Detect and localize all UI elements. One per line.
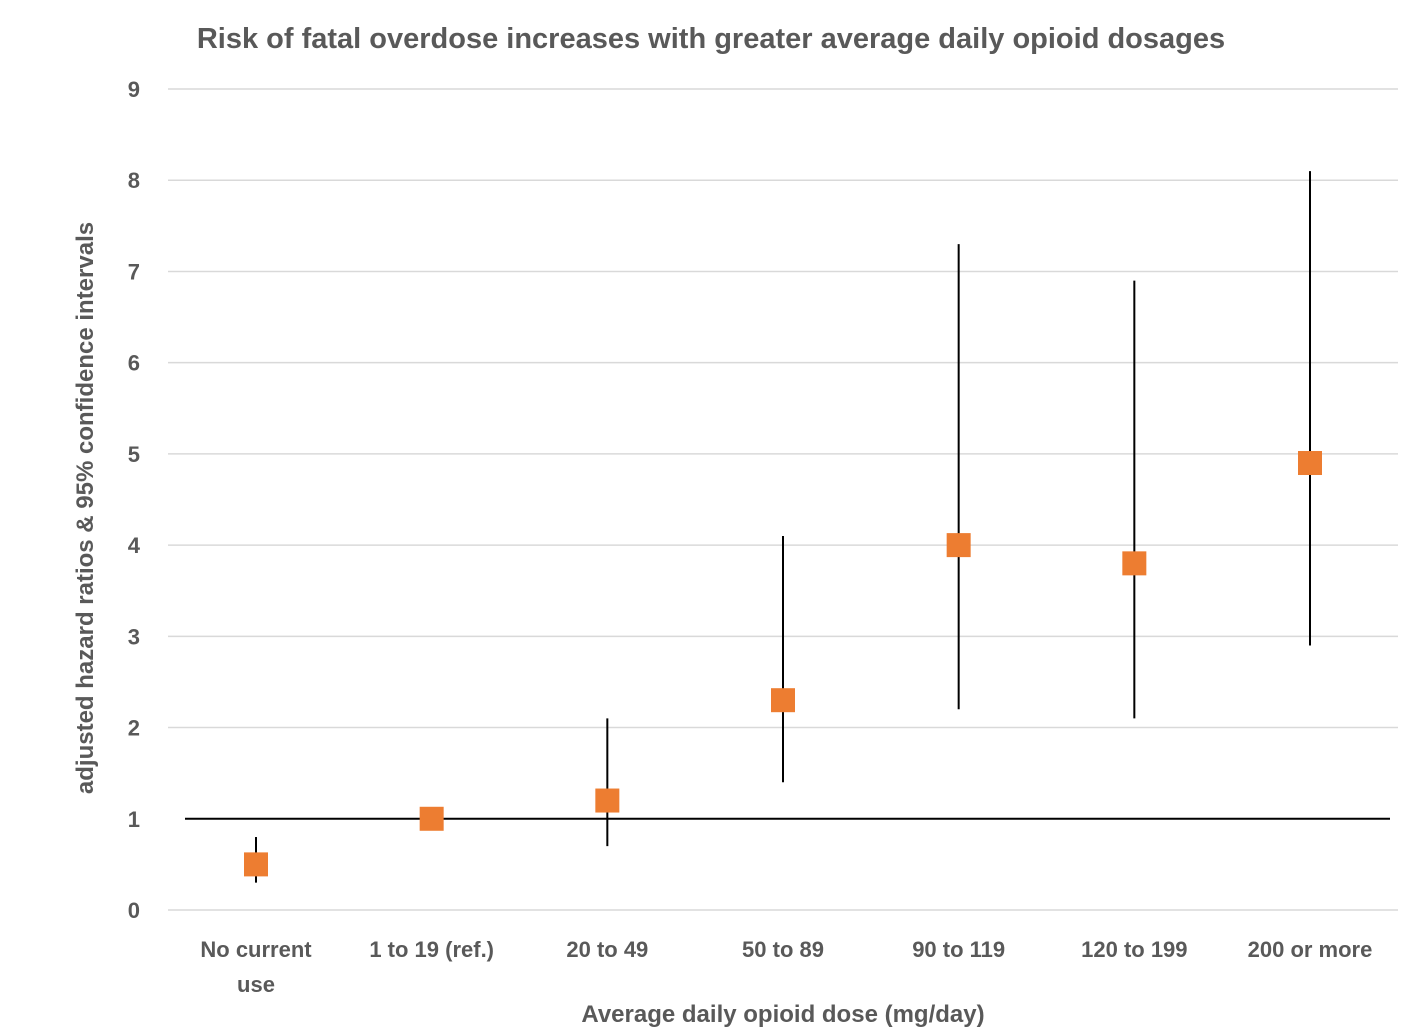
y-tick-label: 4 — [128, 533, 141, 558]
data-marker — [419, 806, 444, 831]
x-tick-label: 200 or more — [1248, 937, 1373, 962]
gridlines — [168, 88, 1398, 911]
chart-title: Risk of fatal overdose increases with gr… — [197, 23, 1225, 55]
x-axis-label: Average daily opioid dose (mg/day) — [581, 1001, 984, 1028]
y-tick-label: 0 — [128, 898, 140, 923]
y-tick-label: 8 — [128, 168, 140, 193]
x-axis-ticks: No current use 1 to 19 (ref.) 20 to 49 50 to… — [200, 937, 1372, 997]
y-tick-label: 5 — [128, 442, 140, 467]
x-tick-label: 120 to 199 — [1081, 937, 1187, 962]
data-marker — [946, 533, 971, 558]
x-tick-label: 1 to 19 (ref.) — [369, 937, 494, 962]
data-marker — [595, 788, 620, 813]
data-markers — [244, 451, 1322, 877]
data-marker — [1298, 451, 1322, 476]
y-tick-label: 1 — [128, 807, 140, 832]
x-tick-label: 90 to 119 — [912, 937, 1005, 962]
y-axis-ticks: 0 1 2 3 4 5 6 7 8 9 — [128, 77, 141, 923]
x-tick-label: 50 to 89 — [742, 937, 824, 962]
y-tick-label: 2 — [128, 716, 140, 741]
y-axis-label: adjusted hazard ratios & 95% confidence … — [72, 222, 99, 794]
data-marker — [244, 852, 268, 877]
data-marker — [1122, 551, 1147, 576]
data-marker — [771, 688, 795, 713]
y-tick-label: 9 — [128, 77, 140, 102]
x-tick-label: No current use — [200, 937, 312, 997]
y-tick-label: 7 — [128, 259, 140, 284]
error-bars — [255, 171, 1311, 883]
y-tick-label: 6 — [128, 351, 140, 376]
y-tick-label: 3 — [128, 624, 140, 649]
x-tick-label: 20 to 49 — [566, 937, 648, 962]
